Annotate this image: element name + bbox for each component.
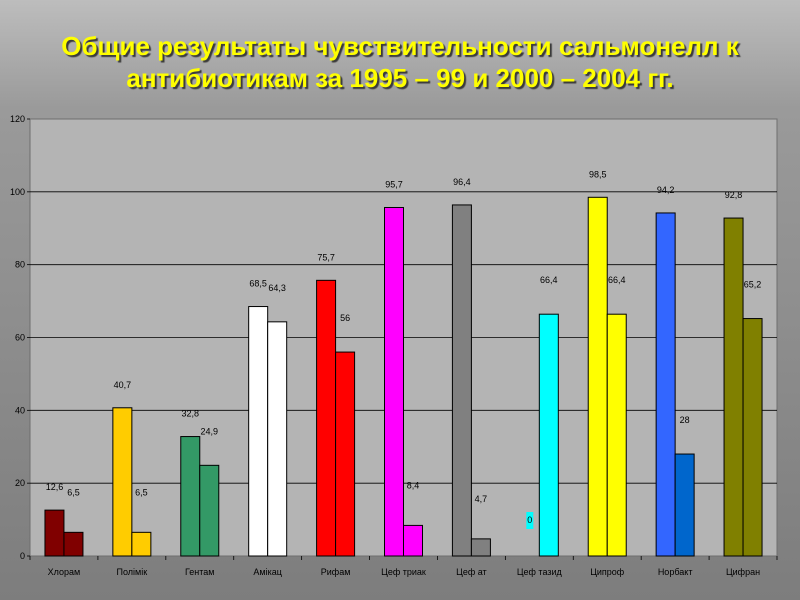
bar — [403, 524, 423, 557]
bar — [267, 321, 288, 557]
bar — [335, 351, 356, 557]
bar — [674, 453, 695, 557]
y-tick-label: 100 — [10, 187, 25, 197]
y-tick-label: 40 — [15, 405, 25, 415]
x-tick-label: Полімік — [117, 567, 148, 577]
bar — [112, 407, 133, 557]
bar — [723, 217, 744, 557]
slide-title: Общие результаты чувствительности сальмо… — [0, 30, 800, 94]
title-line-2: антибиотикам за 1995 – 99 и 2000 – 2004 … — [126, 63, 674, 93]
data-label: 66,4 — [540, 275, 558, 285]
bar — [63, 531, 84, 557]
zero-label-box — [526, 512, 534, 529]
data-label: 28 — [680, 415, 690, 425]
data-label: 6,5 — [67, 487, 80, 497]
data-label: 56 — [340, 313, 350, 323]
data-labels: 12,66,540,76,532,824,968,5 64,375,75695,7… — [46, 169, 762, 529]
x-tick-label: Хлорам — [48, 567, 81, 577]
x-tick-label: Амікац — [253, 567, 282, 577]
bar — [180, 436, 201, 557]
bar — [248, 306, 269, 557]
title-line-1: Общие результаты чувствительности сальмо… — [61, 31, 739, 61]
data-label: 66,4 — [608, 275, 626, 285]
data-label: 65,2 — [744, 280, 762, 290]
data-label: 40,7 — [114, 380, 132, 390]
x-tick-label: Цеф ат — [456, 567, 487, 577]
data-label: 68,5 — [249, 279, 267, 289]
data-label: 8,4 — [407, 480, 420, 490]
y-tick-label: 20 — [15, 478, 25, 488]
x-tick-label: Цеф тазид — [517, 567, 563, 577]
y-tick-label: 0 — [20, 551, 25, 561]
data-label: 64,3 — [268, 283, 286, 293]
bar — [538, 313, 559, 557]
data-label: 75,7 — [317, 252, 335, 262]
bar — [470, 538, 491, 557]
data-label: 94,2 — [657, 185, 675, 195]
data-label: 0 — [527, 515, 532, 525]
x-tick-label: Цеф триак — [381, 567, 426, 577]
bar — [199, 464, 220, 557]
data-label: 95,7 — [385, 179, 403, 189]
x-tick-label: Цифран — [726, 567, 760, 577]
x-tick-label: Гентам — [185, 567, 214, 577]
data-label: 92,8 — [725, 190, 743, 200]
x-tick-label: Ципроф — [590, 567, 625, 577]
bar — [451, 204, 472, 557]
bars — [44, 196, 763, 557]
data-label: 32,8 — [182, 409, 200, 419]
x-tick-label: Рифам — [321, 567, 351, 577]
data-label: 4,7 — [475, 494, 488, 504]
bar — [44, 509, 65, 557]
bar — [742, 318, 763, 557]
bar — [316, 279, 337, 557]
bar — [655, 212, 676, 557]
bar — [131, 531, 152, 557]
data-label: 98,5 — [589, 169, 607, 179]
bar — [384, 206, 404, 557]
y-tick-label: 80 — [15, 260, 25, 270]
bar — [587, 196, 608, 557]
y-tick-label: 120 — [10, 114, 25, 124]
data-label: 24,9 — [201, 426, 219, 436]
bar — [606, 313, 627, 557]
y-axis-ticks: 0 20 40 60 80 100 120 — [10, 114, 30, 561]
x-tick-label: Норбакт — [658, 567, 693, 577]
data-label: 96,4 — [453, 177, 471, 187]
y-tick-label: 60 — [15, 333, 25, 343]
x-axis-ticks: Хлорам Полімік Гентам Амікац Рифам Цеф триак Ц… — [29, 556, 778, 577]
data-label: 12,6 — [46, 482, 64, 492]
data-label: 6,5 — [135, 487, 148, 497]
